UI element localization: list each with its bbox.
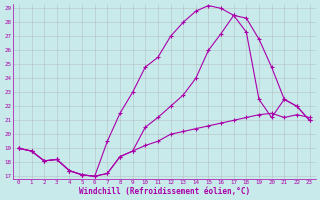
X-axis label: Windchill (Refroidissement éolien,°C): Windchill (Refroidissement éolien,°C) [79,187,250,196]
